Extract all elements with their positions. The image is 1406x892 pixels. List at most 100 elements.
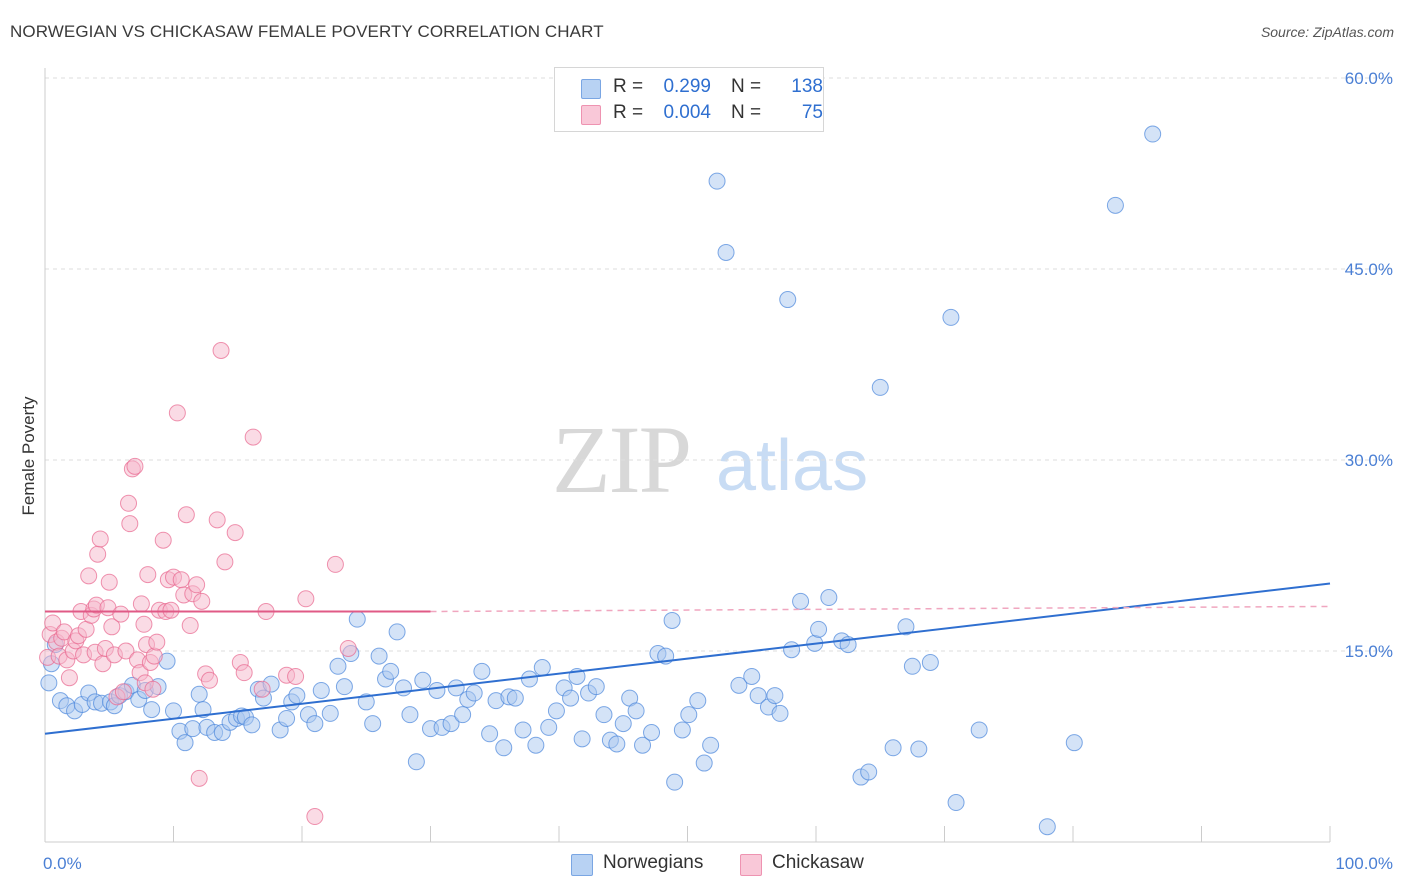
axes — [44, 68, 1331, 843]
chickasaw-trend-extension — [430, 605, 1331, 613]
norwegians-point — [903, 657, 921, 675]
norwegians-point — [370, 647, 388, 665]
norwegians-point — [792, 592, 810, 610]
norwegians-point — [321, 704, 339, 722]
norwegians-point — [666, 773, 684, 791]
chickasaw-point — [306, 808, 324, 826]
norwegians-point — [884, 739, 902, 757]
norwegians-point — [428, 681, 446, 699]
norwegians-point — [587, 678, 605, 696]
chickasaw-point — [120, 494, 138, 512]
chickasaw-point — [139, 566, 157, 584]
norwegians-point — [749, 687, 767, 705]
watermark-atlas: atlas — [716, 426, 868, 506]
norwegians-point — [627, 702, 645, 720]
chickasaw-point — [208, 511, 226, 529]
norwegians-point — [608, 735, 626, 753]
chickasaw-point — [226, 524, 244, 542]
norwegians-point — [1106, 196, 1124, 214]
norwegians-point — [779, 291, 797, 309]
norwegians-point — [702, 736, 720, 754]
chart-title: NORWEGIAN VS CHICKASAW FEMALE POVERTY CO… — [10, 22, 604, 41]
norwegians-point — [414, 671, 432, 689]
norwegians-point — [364, 715, 382, 733]
legend-swatch-norwegians — [581, 79, 601, 99]
chickasaw-point — [168, 404, 186, 422]
chickasaw-point — [145, 647, 163, 665]
chickasaw-point — [144, 680, 162, 698]
norwegians-point — [520, 670, 538, 688]
chickasaw-point — [114, 683, 132, 701]
norwegians-point — [388, 623, 406, 641]
norwegians-point — [595, 706, 613, 724]
norwegians-point — [743, 667, 761, 685]
bottom-legend-label-chickasaw: Chickasaw — [772, 852, 864, 873]
norwegians-trend-line — [44, 582, 1331, 735]
norwegians-point — [860, 763, 878, 781]
norwegians-point — [288, 687, 306, 705]
chickasaw-point — [121, 515, 139, 533]
chickasaw-point — [148, 633, 166, 651]
bottom-legend-swatch-chickasaw — [740, 854, 762, 876]
y-axis-label: Female Poverty — [19, 396, 38, 516]
norwegians-point — [454, 706, 472, 724]
legend-n-label: N = — [731, 76, 762, 97]
norwegians-point — [312, 681, 330, 699]
y-tick-label: 60.0% — [1345, 69, 1393, 88]
grid-lines — [45, 77, 1392, 652]
norwegians-point — [382, 662, 400, 680]
chickasaw-point — [181, 617, 199, 635]
norwegians-point — [663, 611, 681, 629]
norwegians-point — [562, 689, 580, 707]
norwegians-point — [176, 734, 194, 752]
norwegians-point — [184, 720, 202, 738]
norwegians-point — [921, 653, 939, 671]
chickasaw-point — [89, 545, 107, 563]
norwegians-point — [708, 172, 726, 190]
chickasaw-point — [212, 341, 230, 359]
norwegians-point — [447, 679, 465, 697]
norwegians-point — [473, 662, 491, 680]
trend-lines — [44, 582, 1331, 735]
chickasaw-point — [339, 639, 357, 657]
norwegians-point — [465, 684, 483, 702]
chickasaw-point — [135, 615, 153, 633]
chickasaw-point — [216, 553, 234, 571]
chickasaw-point — [44, 614, 62, 632]
chickasaw-point — [103, 618, 121, 636]
chickasaw-point — [126, 457, 144, 475]
norwegians-point — [970, 721, 988, 739]
norwegians-point — [481, 725, 499, 743]
norwegians-point — [306, 715, 324, 733]
series-chickasaw-points — [39, 341, 357, 826]
norwegians-point — [194, 701, 212, 719]
norwegians-point — [278, 709, 296, 727]
norwegians-point — [495, 739, 513, 757]
norwegians-point — [407, 753, 425, 771]
y-tick-label: 15.0% — [1345, 642, 1393, 661]
legend-swatch-chickasaw — [581, 105, 601, 125]
norwegians-point — [165, 702, 182, 720]
norwegians-point — [771, 704, 789, 722]
norwegians-point — [335, 678, 353, 696]
norwegians-point — [1038, 818, 1056, 836]
norwegians-point — [810, 620, 828, 638]
chickasaw-point — [326, 555, 344, 573]
norwegians-point — [243, 716, 261, 734]
chickasaw-point — [117, 642, 135, 660]
norwegians-point — [910, 740, 928, 758]
norwegians-point — [695, 754, 713, 772]
norwegians-point — [614, 715, 632, 733]
norwegians-point — [442, 715, 460, 733]
norwegians-point — [689, 692, 707, 710]
norwegians-point — [547, 702, 565, 720]
legend-r-label: R = — [613, 76, 644, 97]
norwegians-point — [942, 308, 960, 326]
legend-r-value: 0.004 — [663, 102, 711, 123]
norwegians-point — [573, 730, 591, 748]
chickasaw-point — [60, 669, 78, 687]
bottom-legend-label-norwegians: Norwegians — [603, 852, 704, 873]
chickasaw-point — [100, 573, 118, 591]
norwegians-point — [820, 589, 838, 607]
